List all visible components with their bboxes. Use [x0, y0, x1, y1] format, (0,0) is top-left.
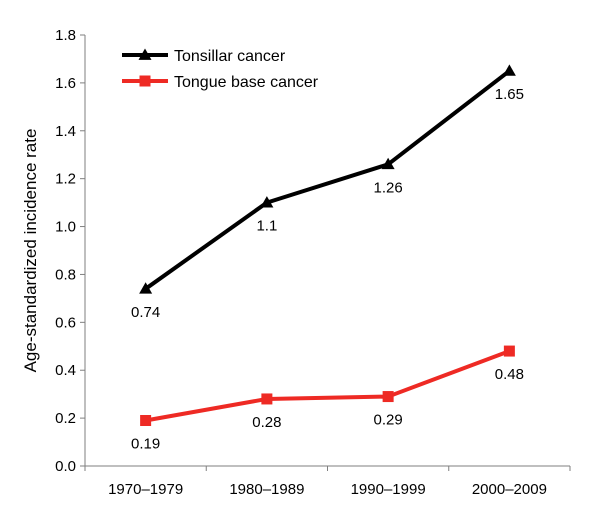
- tonsillar-cancer-point: [260, 196, 274, 208]
- tonsillar-cancer-data-label: 1.1: [256, 218, 277, 235]
- tonsillar-cancer-data-label: 0.74: [131, 304, 160, 321]
- x-ticks: 1970–1979 1980–1989 1990–1999 2000–2009: [84, 466, 571, 498]
- legend: Tonsillar cancer Tongue base cancer: [122, 48, 319, 91]
- y-tick-label: 0.4: [55, 362, 76, 379]
- tongue-base-cancer-point: [261, 393, 273, 405]
- y-tick-label: 1.2: [55, 171, 76, 188]
- tonsillar-cancer-line: [144, 69, 511, 291]
- tonsillar-cancer-series: [139, 64, 516, 294]
- tongue-base-cancer-data-label: 0.19: [131, 436, 160, 453]
- y-tick-label: 1.6: [55, 75, 76, 92]
- y-ticks: 0.0 0.2 0.4 0.6 0.8 1.0 1.2 1.4 1.6 1.8: [55, 27, 85, 475]
- y-tick-label: 0.0: [55, 458, 76, 475]
- tonsillar-cancer-data-label: 1.65: [495, 86, 524, 103]
- x-tick-label: 2000–2009: [472, 481, 547, 498]
- y-tick-label: 0.8: [55, 266, 76, 283]
- tonsillar-cancer-point: [139, 282, 153, 294]
- y-tick-label: 1.0: [55, 219, 76, 236]
- y-tick-label: 1.8: [55, 27, 76, 44]
- legend-marker: [139, 75, 151, 87]
- legend-label: Tongue base cancer: [174, 74, 319, 91]
- tonsillar-cancer-data-label: 1.26: [374, 179, 403, 196]
- y-tick-label: 0.6: [55, 314, 76, 331]
- series-layer: [139, 64, 516, 427]
- tongue-base-cancer-point: [503, 345, 515, 357]
- tonsillar-cancer-point: [381, 157, 395, 170]
- tonsillar-cancer-point: [502, 64, 516, 76]
- legend-item-tonsillar-cancer: Tonsillar cancer: [122, 48, 286, 65]
- x-tick-label: 1990–1999: [351, 481, 426, 498]
- tongue-base-cancer-data-label: 0.28: [252, 414, 281, 431]
- data-labels: 0.74 1.1 1.26 1.65 0.19 0.28 0.29 0.48: [131, 86, 524, 453]
- tongue-base-cancer-point: [140, 415, 152, 427]
- x-tick-label: 1980–1989: [229, 481, 304, 498]
- tongue-base-cancer-point: [382, 391, 394, 403]
- x-tick-label: 1970–1979: [108, 481, 183, 498]
- legend-item-tongue-base-cancer: Tongue base cancer: [122, 74, 319, 91]
- tongue-base-cancer-data-label: 0.48: [495, 366, 524, 383]
- y-axis-title: Age-standardized incidence rate: [21, 129, 40, 373]
- legend-label: Tonsillar cancer: [174, 48, 286, 65]
- tongue-base-cancer-series: [140, 345, 515, 427]
- legend-marker: [138, 48, 152, 60]
- tongue-base-cancer-line: [145, 349, 511, 423]
- y-tick-label: 1.4: [55, 123, 76, 140]
- y-tick-label: 0.2: [55, 410, 76, 427]
- tongue-base-cancer-data-label: 0.29: [374, 412, 403, 429]
